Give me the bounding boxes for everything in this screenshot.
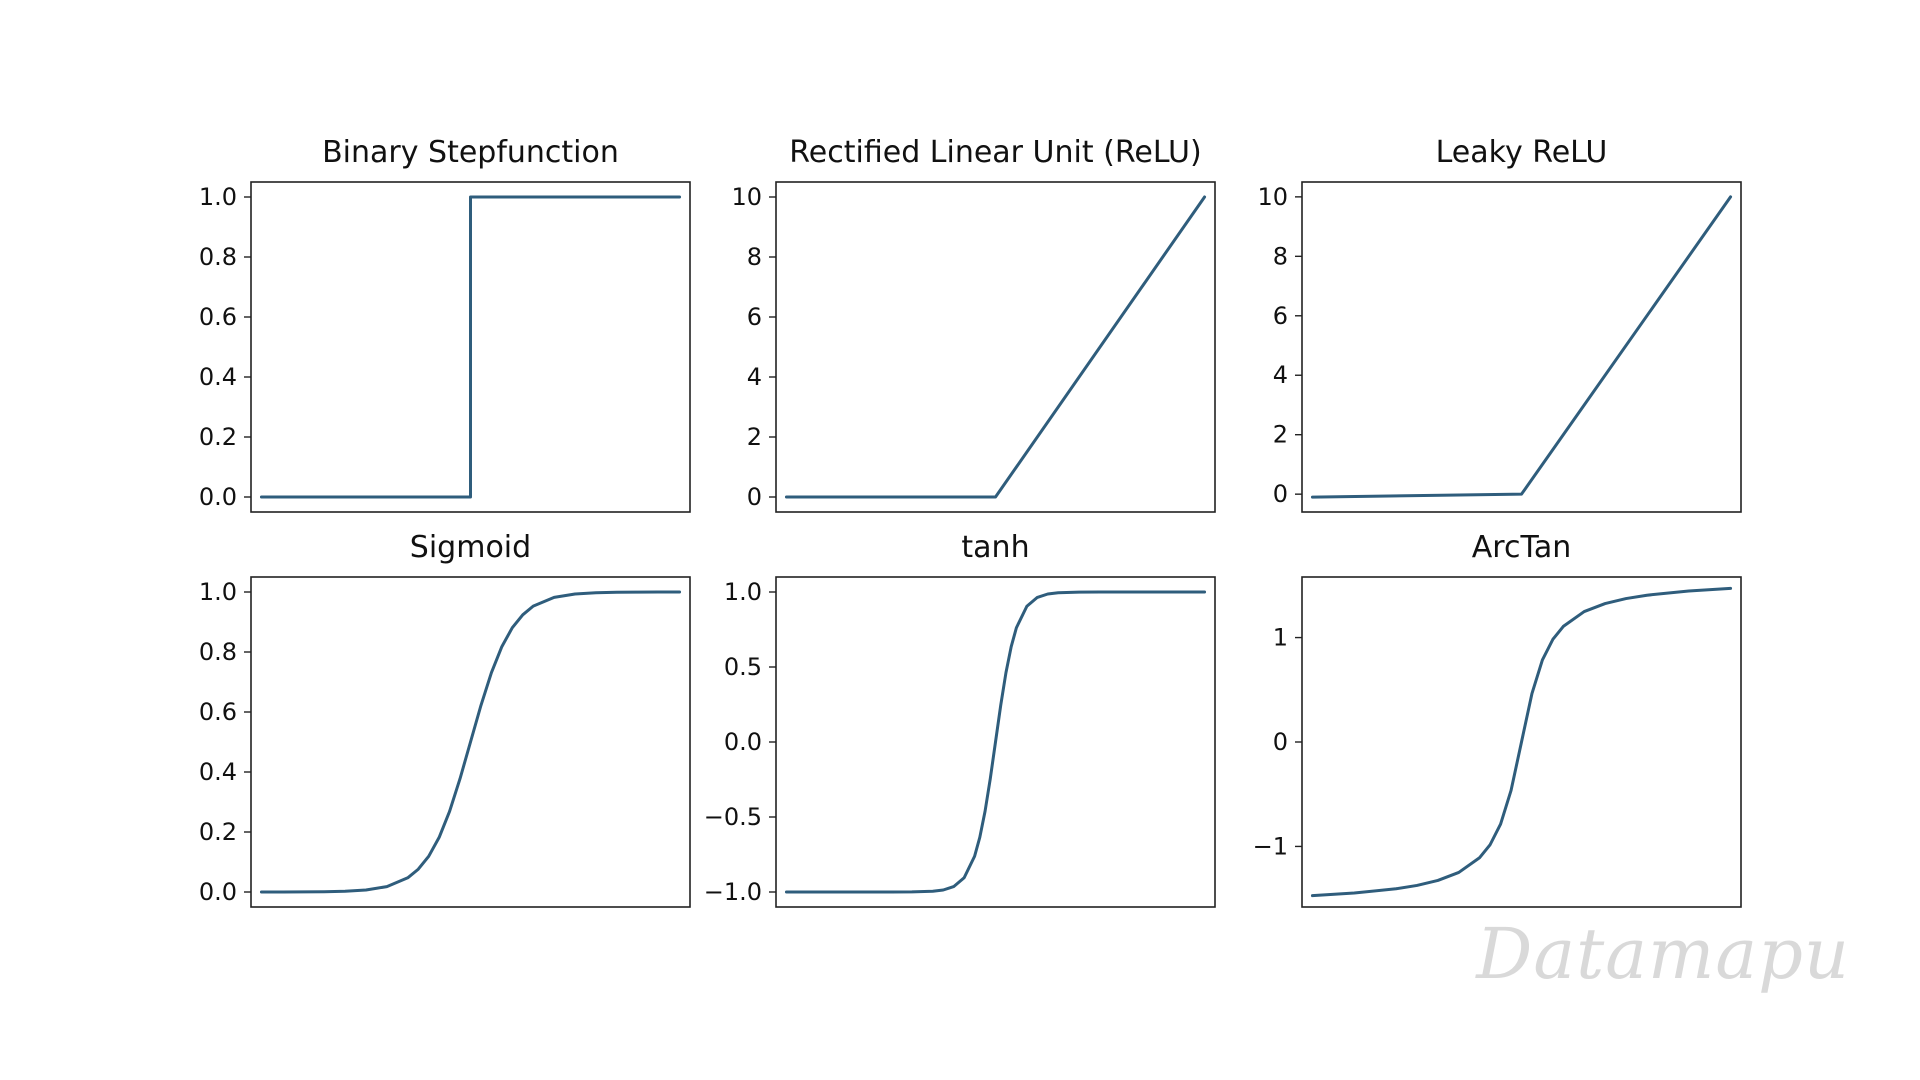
y-tick-label: 0 (1273, 728, 1288, 756)
y-tick-label: 0.6 (199, 303, 237, 331)
y-tick-label: 0.2 (199, 818, 237, 846)
y-tick-label: 0.8 (199, 243, 237, 271)
y-tick-label: 10 (731, 183, 762, 211)
y-tick-label: 0 (747, 483, 762, 511)
series-line-3 (1310, 195, 1733, 499)
y-tick-label: 10 (1257, 183, 1288, 211)
subplot-title: tanh (961, 530, 1029, 565)
y-tick-label: 4 (1273, 361, 1288, 389)
plot-frame-3 (1301, 181, 1742, 513)
plot-frame-4 (250, 576, 691, 908)
y-tick-label: 8 (1273, 242, 1288, 270)
series-line-6 (1310, 586, 1733, 898)
subplot-title: Sigmoid (410, 530, 531, 565)
y-tick-label: 1.0 (199, 183, 237, 211)
y-tick-label: 0.8 (199, 638, 237, 666)
y-tick-label: 0 (1273, 480, 1288, 508)
y-tick-label: 4 (747, 363, 762, 391)
y-tick-label: 0.2 (199, 423, 237, 451)
plot-frame-2 (775, 181, 1216, 513)
y-tick-label: −1 (1253, 832, 1288, 860)
watermark-logo: Datamapu (1476, 913, 1850, 995)
y-tick-label: −0.5 (704, 803, 762, 831)
series-line-1 (259, 195, 682, 499)
y-tick-label: 2 (1273, 421, 1288, 449)
series-line-2 (784, 195, 1207, 499)
y-tick-label: 0.0 (199, 483, 237, 511)
y-tick-label: 2 (747, 423, 762, 451)
y-tick-label: 1.0 (724, 578, 762, 606)
y-tick-label: 0.4 (199, 758, 237, 786)
subplot-title: Rectified Linear Unit (ReLU) (789, 135, 1201, 170)
series-line-5 (784, 590, 1207, 894)
y-tick-label: 6 (1273, 302, 1288, 330)
y-tick-label: 0.5 (724, 653, 762, 681)
y-tick-label: −1.0 (704, 878, 762, 906)
subplot-title: ArcTan (1472, 530, 1571, 565)
y-tick-label: 1 (1273, 624, 1288, 652)
y-tick-label: 0.6 (199, 698, 237, 726)
y-tick-label: 6 (747, 303, 762, 331)
y-tick-label: 0.0 (199, 878, 237, 906)
subplot-title: Binary Stepfunction (322, 135, 619, 170)
y-tick-label: 0.4 (199, 363, 237, 391)
series-line-4 (259, 590, 682, 894)
y-tick-label: 8 (747, 243, 762, 271)
y-tick-label: 0.0 (724, 728, 762, 756)
plot-frame-1 (250, 181, 691, 513)
subplot-title: Leaky ReLU (1436, 135, 1608, 170)
y-tick-label: 1.0 (199, 578, 237, 606)
